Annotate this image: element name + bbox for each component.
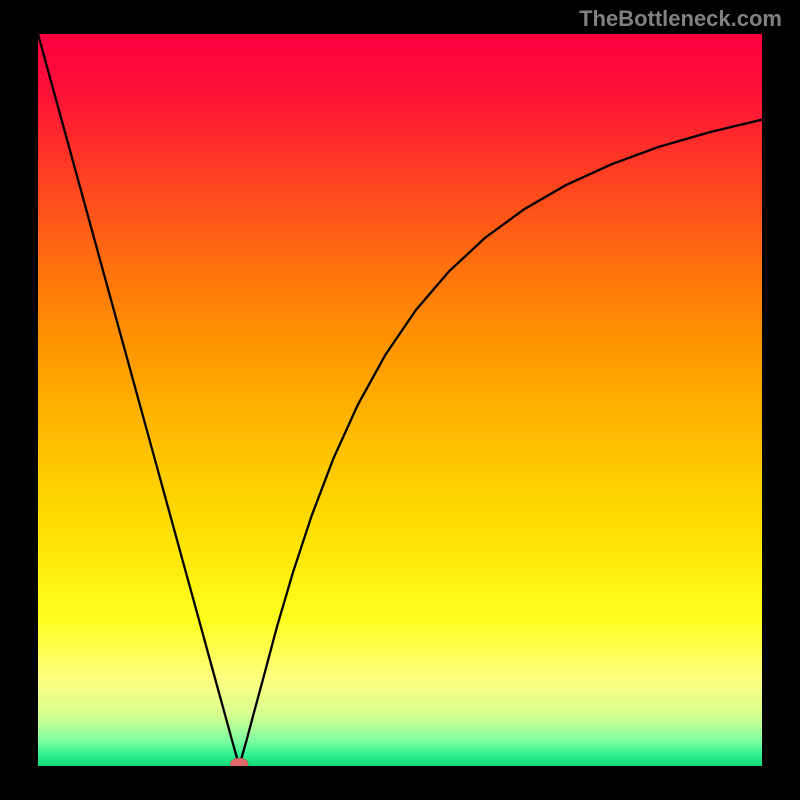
minimum-marker: [230, 758, 248, 766]
watermark-text: TheBottleneck.com: [579, 6, 782, 32]
curve-path: [38, 34, 762, 766]
chart-container: TheBottleneck.com: [0, 0, 800, 800]
bottleneck-curve: [38, 34, 762, 766]
plot-area: [38, 34, 762, 766]
